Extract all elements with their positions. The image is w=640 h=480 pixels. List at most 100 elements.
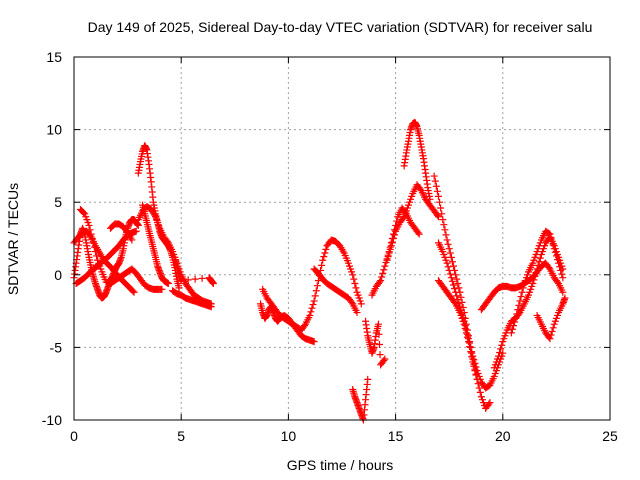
y-tick-label: 0 (54, 267, 62, 283)
data-point (548, 327, 556, 335)
x-axis-label: GPS time / hours (287, 457, 394, 473)
data-point (458, 298, 466, 306)
data-point (385, 249, 393, 257)
x-tick-label: 15 (388, 428, 404, 444)
data-point (536, 254, 544, 262)
data-point (466, 343, 474, 351)
data-point (510, 322, 518, 330)
series-track-n (310, 265, 361, 317)
data-point (128, 236, 136, 244)
x-tick-label: 20 (495, 428, 511, 444)
data-point (158, 285, 166, 293)
data-point (437, 204, 445, 212)
data-point (391, 231, 399, 239)
data-point (383, 256, 391, 264)
data-points (70, 118, 569, 424)
data-point (433, 187, 441, 195)
data-point (473, 375, 481, 383)
data-point (163, 237, 171, 245)
data-point (184, 276, 192, 284)
data-point (469, 358, 477, 366)
data-point (445, 245, 453, 253)
data-point (472, 371, 480, 379)
y-tick-label: 5 (54, 194, 62, 210)
data-point (461, 325, 469, 333)
data-point (375, 330, 383, 338)
x-tick-label: 0 (70, 428, 78, 444)
data-point (512, 314, 520, 322)
data-point (464, 338, 472, 346)
data-point (553, 278, 561, 286)
series-track-r (383, 181, 442, 264)
data-point (535, 258, 543, 266)
data-point (455, 284, 463, 292)
series-track-p (362, 317, 389, 369)
series-track-t (430, 172, 494, 412)
data-point (380, 266, 388, 274)
data-point (388, 238, 396, 246)
axis-ticks: 0 5 10 15 20 25 -10 -5 0 5 10 15 (42, 49, 618, 444)
data-point (349, 271, 357, 279)
data-point (308, 304, 316, 312)
data-point (439, 216, 447, 224)
data-point (352, 284, 360, 292)
data-point (452, 271, 460, 279)
data-point (449, 281, 457, 289)
data-point (310, 338, 318, 346)
data-point (386, 245, 394, 253)
data-point (549, 324, 557, 332)
data-point (454, 280, 462, 288)
data-point (175, 284, 183, 292)
data-point (460, 320, 468, 328)
chart-title: Day 149 of 2025, Sidereal Day-to-day VTE… (88, 19, 593, 35)
data-point (451, 285, 459, 293)
series-track-h (139, 201, 172, 288)
data-point (129, 287, 137, 295)
data-point (374, 320, 382, 328)
data-point (515, 301, 523, 309)
data-point (441, 226, 449, 234)
data-point (485, 400, 493, 408)
data-point (511, 318, 519, 326)
data-point (351, 280, 359, 288)
data-point (348, 298, 356, 306)
data-point (350, 275, 358, 283)
data-point (378, 273, 386, 281)
data-point (415, 230, 423, 238)
series-track-l (259, 285, 305, 334)
data-point (508, 325, 516, 333)
data-point (322, 245, 330, 253)
data-point (431, 177, 439, 185)
data-point (519, 284, 527, 292)
series-track-o (349, 375, 372, 424)
data-point (471, 367, 479, 375)
data-point (80, 209, 88, 217)
data-point (470, 362, 478, 370)
data-point (443, 236, 451, 244)
data-point (376, 278, 384, 286)
data-point (130, 288, 138, 296)
data-point (444, 240, 452, 248)
series-track-c (70, 227, 138, 296)
series-track-s (400, 118, 434, 203)
data-point (306, 311, 314, 319)
data-point (379, 269, 387, 277)
y-tick-label: -10 (42, 412, 62, 428)
data-point (448, 277, 456, 285)
data-point (321, 249, 329, 257)
data-point (518, 288, 526, 296)
data-point (447, 253, 455, 261)
data-point (319, 256, 327, 264)
series-track-z (533, 294, 569, 343)
data-point (546, 335, 554, 343)
series-track-y (507, 227, 567, 337)
data-point (387, 242, 395, 250)
data-point (381, 355, 389, 363)
data-point (547, 331, 555, 339)
data-point (468, 353, 476, 361)
data-point (430, 172, 438, 180)
data-point (547, 234, 555, 242)
data-point (440, 221, 448, 229)
data-point (377, 277, 385, 285)
